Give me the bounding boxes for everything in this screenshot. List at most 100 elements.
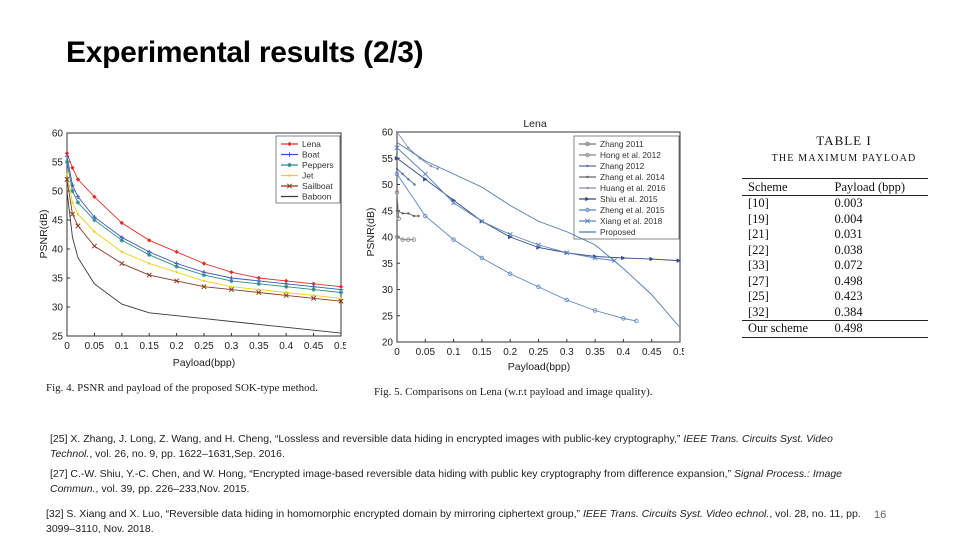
reference-27: [27] C.-W. Shiu, Y.-C. Chen, and W. Hong… — [50, 467, 880, 497]
table-cell-scheme: [19] — [748, 211, 769, 226]
legend-box — [573, 135, 680, 240]
data-point — [91, 243, 97, 249]
table-cell-scheme: [25] — [748, 289, 769, 304]
table-cell-payload: 0.004 — [834, 211, 863, 226]
table-cell-scheme: Our scheme — [742, 320, 829, 338]
y-tick-label: 50 — [52, 187, 64, 198]
ref25-text: [25] X. Zhang, J. Long, Z. Wang, and H. … — [50, 433, 684, 445]
ref32-journal: IEEE Trans. Circuits Syst. Video echnol. — [582, 508, 770, 520]
data-point — [338, 290, 344, 295]
data-point — [407, 212, 410, 215]
y-tick-label: 50 — [382, 180, 394, 191]
table-cell-scheme: [21] — [748, 227, 769, 242]
data-point — [174, 249, 179, 255]
series-hong-et-al-2012 — [394, 234, 417, 242]
table-cell-payload: 0.498 — [834, 273, 863, 288]
fig5-ylabel: PSNR(dB) — [365, 207, 377, 256]
reference-32: [32] S. Xiang and X. Luo, “Reversible da… — [46, 507, 868, 537]
x-tick-label: 0.05 — [416, 347, 436, 358]
ref25-details: , vol. 26, no. 9, pp. 1622–1631,Sep. 201… — [89, 448, 285, 460]
table-cell-scheme: [22] — [748, 242, 769, 257]
data-point — [201, 284, 207, 290]
data-point — [451, 237, 456, 242]
data-point — [479, 255, 485, 261]
data-point — [147, 238, 152, 243]
data-point — [423, 177, 428, 182]
data-point — [407, 146, 410, 149]
x-tick-label: 0.5 — [673, 347, 684, 358]
legend-item: Jet — [281, 171, 314, 181]
data-point — [64, 154, 70, 159]
series-proposed — [396, 142, 680, 327]
y-tick-label: 35 — [382, 259, 394, 270]
table-cell-payload: 0.384 — [834, 304, 863, 319]
data-point — [429, 164, 433, 168]
data-point — [229, 278, 234, 284]
data-point — [592, 308, 598, 313]
x-tick-label: 0.25 — [529, 347, 549, 358]
data-point — [174, 264, 179, 269]
series-lena — [64, 151, 344, 289]
fig4-xlabel: Payload(bpp) — [173, 357, 235, 369]
x-tick-label: 0.5 — [334, 341, 346, 352]
series-sailboat — [64, 176, 344, 304]
data-point — [339, 297, 343, 300]
data-point — [64, 159, 70, 165]
data-point — [175, 271, 178, 274]
legend-marker — [287, 152, 292, 157]
x-tick-label: 0.25 — [194, 341, 214, 352]
data-point — [75, 194, 81, 199]
fig5-caption: Fig. 5. Comparisons on Lena (w.r.t paylo… — [374, 386, 653, 398]
legend-label: Zhang 2011 — [600, 139, 644, 149]
data-point — [621, 316, 626, 321]
data-point — [338, 284, 344, 289]
x-tick-label: 0.1 — [447, 347, 461, 358]
legend-label: Zhang et al. 2014 — [600, 172, 665, 182]
data-point — [284, 284, 289, 289]
ref27-text: [27] C.-W. Shiu, Y.-C. Chen, and W. Hong… — [50, 468, 735, 480]
table-row: [22] 0.038 — [742, 243, 928, 259]
data-point — [401, 172, 404, 176]
legend-item: Zheng et al. 2015 — [579, 205, 665, 215]
legend-label: Sailboat — [302, 181, 333, 191]
x-tick-label: 0.1 — [115, 341, 129, 352]
data-point — [312, 294, 315, 297]
data-point — [120, 250, 124, 254]
series-xiang-et-al-2018 — [394, 145, 617, 264]
legend-marker — [586, 186, 589, 190]
data-point — [311, 287, 316, 292]
series-line — [396, 192, 400, 219]
reference-25: [25] X. Zhang, J. Long, Z. Wang, and H. … — [50, 432, 870, 462]
data-point — [406, 237, 411, 242]
y-tick-label: 40 — [52, 245, 64, 256]
data-point — [592, 255, 598, 261]
fig5-xlabel: Payload(bpp) — [508, 361, 570, 373]
data-point — [395, 130, 399, 134]
data-point — [338, 298, 344, 304]
x-tick-label: 0.45 — [642, 347, 662, 358]
data-point — [119, 238, 124, 243]
data-point — [70, 165, 75, 170]
y-tick-label: 55 — [52, 158, 64, 169]
data-point — [75, 223, 81, 229]
table-cell-payload: 0.072 — [834, 258, 863, 273]
data-point — [401, 212, 404, 215]
ref32-details: , vol. 28, no. 11, pp. 3099–3110, Nov. 2… — [46, 508, 861, 535]
x-tick-label: 0.4 — [279, 341, 293, 352]
series-zhang-2011 — [394, 190, 401, 221]
data-point — [395, 209, 399, 212]
payload-table: TABLE I THE MAXIMUM PAYLOAD Scheme Paylo… — [742, 133, 928, 338]
legend-item: Zhang 2011 — [579, 139, 644, 149]
series-line — [66, 190, 342, 334]
y-tick-label: 30 — [52, 303, 64, 314]
data-point — [564, 250, 570, 256]
data-point — [64, 151, 70, 156]
legend-item: Shiu et al. 2015 — [579, 194, 658, 204]
data-point — [507, 231, 513, 237]
y-tick-label: 60 — [52, 129, 64, 140]
data-point — [413, 183, 416, 186]
data-point — [256, 275, 261, 281]
ref25-journal: IEEE Trans. Circuits Syst. Video Technol… — [50, 433, 833, 460]
table-row: [33] 0.072 — [742, 258, 928, 274]
legend-item: Sailboat — [281, 181, 333, 191]
